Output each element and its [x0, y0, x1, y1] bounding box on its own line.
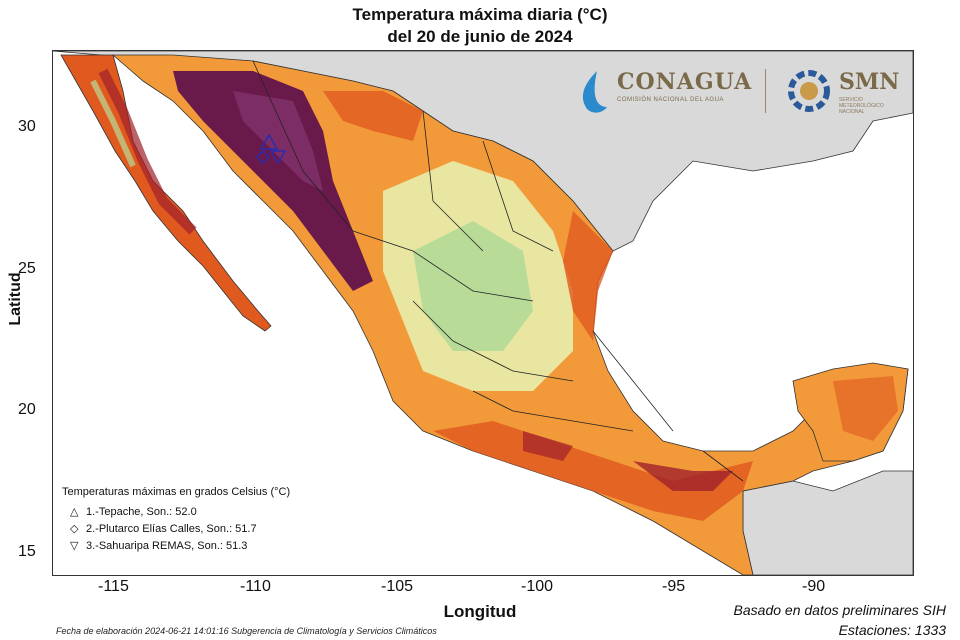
- logos: CONAGUA COMISIÓN NACIONAL DEL AGUA SMN S…: [573, 63, 903, 125]
- map-title: Temperatura máxima diaria (°C) del 20 de…: [0, 4, 960, 48]
- triangle-up-icon: △: [70, 506, 79, 518]
- legend-item: ◇ 2.-Plutarco Elías Calles, Son.: 51.7: [62, 521, 290, 538]
- plutarco-elias-calles-marker: [255, 149, 271, 165]
- central-plateau-cooler: [413, 221, 533, 351]
- x-axis-label: Longitud: [443, 602, 517, 621]
- station-legend: Temperaturas máximas en grados Celsius (…: [62, 484, 290, 555]
- conagua-logo-icon: [582, 71, 607, 113]
- y-tick-label: 30: [18, 118, 36, 135]
- tepache-marker: [259, 133, 279, 150]
- x-tick-label: -90: [802, 578, 826, 595]
- legend-item-label: 2.-Plutarco Elías Calles, Son.: 51.7: [86, 523, 257, 535]
- legend-title: Temperaturas máximas en grados Celsius (…: [62, 486, 291, 498]
- sonora-extreme-heat: [173, 71, 373, 291]
- title-line-2: del 20 de junio de 2024: [387, 27, 573, 46]
- conagua-logo-subtitle: COMISIÓN NACIONAL DEL AGUA: [617, 97, 724, 103]
- smn-logo-text: SMN: [839, 69, 900, 95]
- station-markers: [255, 133, 287, 165]
- map-frame: CONAGUA COMISIÓN NACIONAL DEL AGUA SMN S…: [52, 50, 914, 576]
- footer-note: Fecha de elaboración 2024-06-21 14:01:16…: [56, 626, 437, 636]
- triangle-down-icon: ▽: [70, 540, 79, 552]
- data-source-note: Basado en datos preliminares SIH Estacio…: [734, 600, 946, 640]
- x-tick-label: -105: [381, 578, 414, 595]
- stations-count: Estaciones: 1333: [838, 622, 946, 638]
- legend-item-label: 3.-Sahuaripa REMAS, Son.: 51.3: [86, 540, 248, 552]
- temperature-map: [53, 51, 913, 575]
- title-line-1: Temperatura máxima diaria (°C): [352, 5, 608, 24]
- smn-logo-subtitle: SERVICIO METEOROLÓGICO NACIONAL: [839, 97, 884, 115]
- south-hot-zone: [433, 421, 753, 521]
- y-tick-label: 20: [18, 401, 36, 418]
- legend-item: △ 1.-Tepache, Son.: 52.0: [62, 504, 290, 521]
- conagua-logo-text: CONAGUA: [617, 69, 753, 95]
- logo-divider: [765, 69, 766, 113]
- central-america-land: [742, 470, 913, 575]
- x-tick-label: -100: [521, 578, 554, 595]
- legend-item: ▽ 3.-Sahuaripa REMAS, Son.: 51.3: [62, 538, 290, 555]
- x-tick-label: -95: [662, 578, 686, 595]
- x-tick-label: -115: [98, 578, 129, 595]
- y-tick-label: 25: [18, 260, 36, 277]
- legend-item-label: 1.-Tepache, Son.: 52.0: [86, 506, 197, 518]
- source-text: Basado en datos preliminares SIH: [733, 602, 946, 618]
- smn-logo-icon: [788, 70, 830, 112]
- diamond-icon: ◇: [70, 523, 79, 535]
- state-borders: [252, 60, 744, 482]
- y-tick-label: 15: [18, 543, 36, 560]
- x-tick-label: -110: [240, 578, 271, 595]
- y-axis-label: Latitud: [7, 272, 24, 326]
- sahuaripa-marker: [269, 150, 287, 165]
